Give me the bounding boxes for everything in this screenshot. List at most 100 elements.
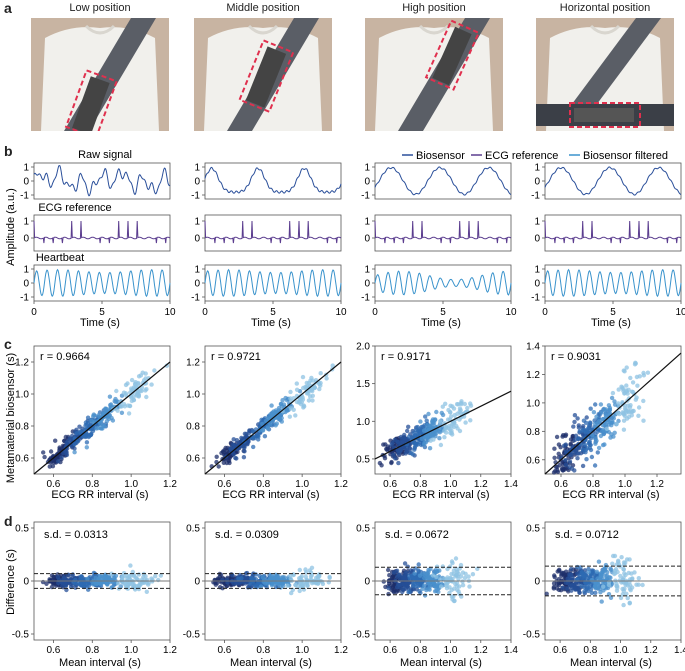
row-label-raw: Raw signal	[78, 149, 132, 161]
photo-title-horizontal: Horizontal position	[559, 2, 651, 14]
scatter-point	[606, 403, 612, 408]
hb-signal-line	[204, 268, 342, 298]
scatter-point	[265, 581, 270, 586]
scatter-point	[613, 571, 618, 576]
scatter-point	[309, 573, 314, 578]
scatter-point	[554, 582, 560, 587]
scatter-point	[85, 415, 91, 420]
scatter-point	[569, 466, 575, 471]
scatter-point	[385, 446, 390, 451]
scatter-point	[462, 401, 467, 407]
fit-line	[33, 361, 171, 475]
scatter-point	[560, 585, 565, 590]
scatter-point	[381, 579, 386, 584]
scatter-point	[430, 573, 436, 578]
scatter-point	[127, 403, 132, 409]
photo-middle-position	[194, 18, 332, 131]
scatter-point	[440, 564, 445, 569]
scatter-point	[628, 409, 633, 414]
scatter-point	[571, 424, 576, 429]
scatter-point	[447, 564, 453, 569]
scatter-point	[96, 581, 102, 586]
scatter-point	[389, 442, 394, 447]
scatter-point	[459, 594, 464, 599]
y-tick-label: 0	[364, 279, 370, 290]
y-tick-label: 1.5	[356, 379, 370, 390]
scatter-point	[315, 574, 321, 579]
scatter-point	[628, 403, 633, 408]
scatter-point	[625, 595, 630, 601]
scatter-point	[463, 571, 468, 576]
y-tick-label: 1	[194, 163, 200, 174]
x-tick-label: 1.0	[124, 479, 138, 490]
scatter-point	[143, 574, 148, 579]
scatter-point	[113, 577, 118, 583]
scatter-point	[324, 376, 329, 381]
x-tick-label: 1.0	[124, 645, 138, 656]
panel-label-a: a	[4, 0, 12, 16]
scatter-point	[412, 447, 417, 452]
scatter-point	[424, 418, 429, 423]
scatter-point	[400, 586, 405, 592]
scatter-point	[621, 575, 626, 580]
scatter-point	[128, 573, 133, 578]
scatter-point	[318, 371, 323, 376]
scatter-point	[567, 459, 573, 464]
scatter-point	[442, 435, 447, 440]
scatter-point	[587, 420, 593, 425]
scatter-point	[606, 592, 612, 597]
scatter-point	[593, 583, 598, 588]
scatter-point	[84, 445, 90, 450]
scatter-point	[119, 410, 125, 415]
scatter-point	[144, 394, 149, 400]
x-tick-label: 0.6	[217, 479, 231, 490]
scatter-point	[592, 421, 598, 426]
x-tick-label: 1.0	[614, 645, 628, 656]
y-tick-label: 1.0	[356, 417, 370, 428]
scatter-point	[620, 386, 626, 392]
scatter-point	[396, 582, 402, 587]
scatter-point	[554, 434, 560, 440]
scatter-point	[230, 573, 235, 578]
scatter-point	[260, 421, 265, 427]
scatter-point	[579, 583, 584, 589]
scatter-point	[610, 414, 615, 419]
scatter-point	[389, 460, 394, 466]
x-tick-label: 0	[372, 307, 378, 318]
y-tick-label: -1	[361, 191, 370, 202]
scatter-point	[412, 571, 417, 576]
scatter-point	[595, 450, 600, 455]
scatter-point	[597, 586, 603, 592]
x-tick-label: 1.0	[295, 479, 309, 490]
scatter-point	[284, 407, 290, 412]
scatter-point	[280, 583, 286, 588]
scatter-point	[640, 582, 645, 588]
y-tick-label: 0	[534, 279, 540, 290]
scatter-point	[443, 401, 448, 406]
scatter-point	[551, 470, 557, 475]
scatter-point	[128, 563, 133, 568]
scatter-point	[605, 570, 610, 575]
scatter-point	[438, 442, 444, 448]
scatter-point	[410, 452, 415, 457]
scatter-point	[107, 413, 112, 418]
y-tick-label: 1	[534, 265, 540, 276]
scatter-point	[440, 404, 445, 409]
scatter-point	[72, 446, 77, 451]
scatter-point	[288, 396, 293, 401]
x-tick-label: 5	[440, 307, 446, 318]
scatter-point	[463, 420, 468, 425]
x-tick-label: 0.6	[383, 645, 397, 656]
y-tick-label: 0	[23, 279, 29, 290]
y-tick-label: -1	[20, 191, 29, 202]
y-tick-label: 0	[364, 234, 370, 245]
scatter-point	[133, 584, 139, 589]
axis-frame	[204, 345, 342, 475]
scatter-point	[158, 573, 163, 578]
scatter-point	[422, 583, 427, 588]
scatter-point	[584, 415, 589, 420]
scatter-point	[565, 576, 570, 581]
scatter-point	[386, 567, 391, 573]
scatter-point	[438, 584, 444, 589]
scatter-point	[386, 586, 391, 591]
